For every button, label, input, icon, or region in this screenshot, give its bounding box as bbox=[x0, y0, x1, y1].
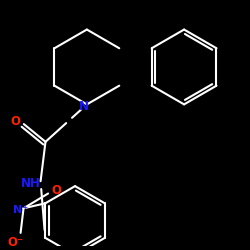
Text: O: O bbox=[10, 115, 20, 128]
Text: N: N bbox=[79, 100, 89, 113]
Text: N⁺: N⁺ bbox=[13, 205, 28, 215]
Text: O⁻: O⁻ bbox=[8, 236, 24, 249]
Text: O: O bbox=[51, 184, 61, 197]
Text: NH: NH bbox=[21, 177, 41, 190]
